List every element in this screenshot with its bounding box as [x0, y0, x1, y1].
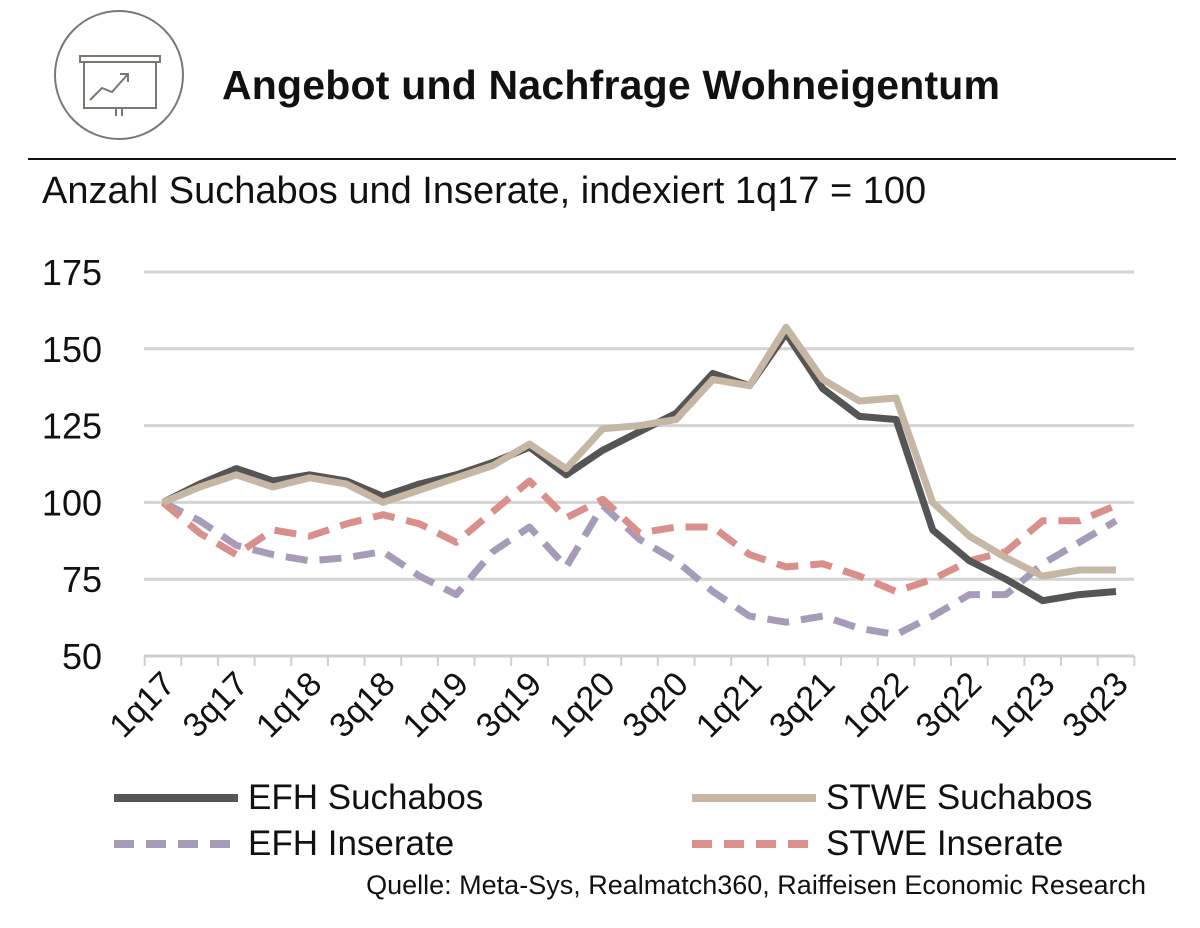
x-tick-label-3q20: 3q20: [615, 665, 695, 745]
legend-label-efh-suchabos: EFH Suchabos: [248, 778, 484, 817]
x-tick-label-3q19: 3q19: [469, 665, 549, 745]
chart-subtitle: Anzahl Suchabos und Inserate, indexiert …: [42, 170, 927, 212]
x-tick-label-1q22: 1q22: [835, 665, 915, 745]
y-tick-label-50: 50: [62, 636, 102, 677]
chart-title: Angebot und Nachfrage Wohneigentum: [222, 62, 1001, 108]
x-tick-label-1q18: 1q18: [249, 665, 329, 745]
x-tick-label-3q18: 3q18: [322, 665, 402, 745]
logo-circle: [54, 10, 184, 140]
y-tick-label-150: 150: [42, 329, 102, 370]
y-tick-label-125: 125: [42, 406, 102, 447]
y-tick-label-175: 175: [42, 252, 102, 293]
x-tick-label-1q23: 1q23: [982, 665, 1062, 745]
x-tick-label-3q21: 3q21: [762, 665, 842, 745]
source-note: Quelle: Meta-Sys, Realmatch360, Raiffeis…: [366, 870, 1146, 900]
title-divider: [28, 158, 1176, 160]
series-line-stwe-inserate: [160, 477, 1118, 595]
y-tick-label-75: 75: [62, 559, 102, 600]
y-tick-label-100: 100: [42, 482, 102, 523]
line-chart: 50 75 100 125 150 175 1q173q171q183q181q193q19…: [42, 252, 1136, 745]
x-tick-label-3q17: 3q17: [176, 665, 256, 745]
x-tick-label-1q19: 1q19: [396, 665, 476, 745]
x-tick-label-1q17: 1q17: [102, 665, 182, 745]
x-tick-label-1q21: 1q21: [689, 665, 769, 745]
x-tick-label-3q23: 3q23: [1055, 665, 1135, 745]
presentation-chart-icon: [79, 55, 161, 116]
legend-label-efh-inserate: EFH Inserate: [248, 824, 455, 863]
x-tick-label-1q20: 1q20: [542, 665, 622, 745]
legend-swatches: [114, 794, 816, 848]
series-line-stwe-suchabos: [161, 323, 1116, 580]
legend-label-stwe-inserate: STWE Inserate: [826, 824, 1064, 863]
legend: EFH Suchabos STWE Suchabos EFH Inserate …: [0, 770, 1200, 870]
x-tick-label-3q22: 3q22: [909, 665, 989, 745]
series-line-efh-inserate: [161, 499, 1118, 638]
legend-label-stwe-suchabos: STWE Suchabos: [826, 778, 1093, 817]
